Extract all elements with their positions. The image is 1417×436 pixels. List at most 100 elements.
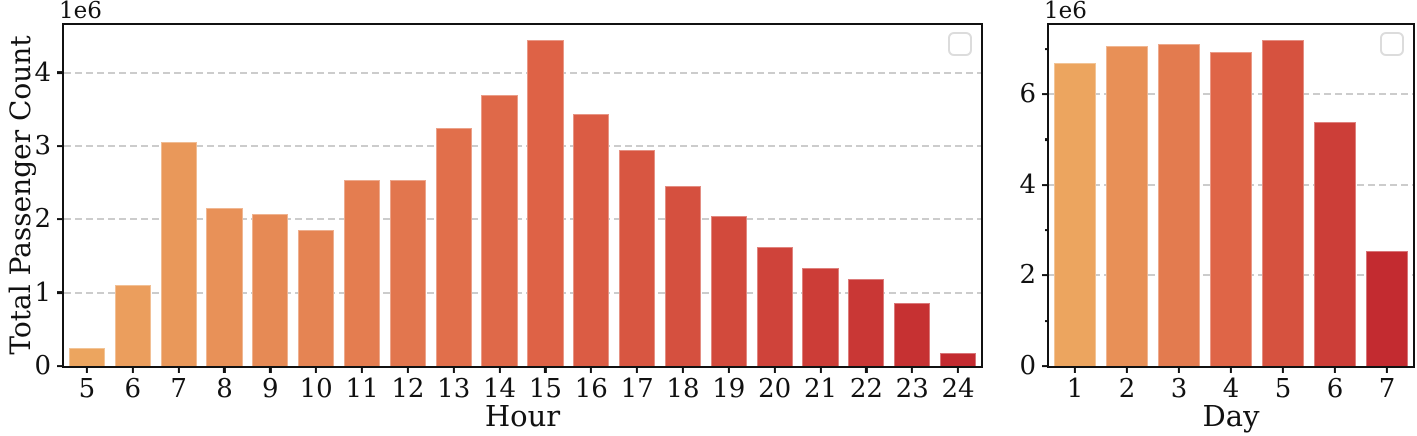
x-tick-label: 22 — [849, 374, 883, 404]
bar-hour-19 — [710, 216, 747, 366]
x-tick-label: 21 — [803, 374, 838, 404]
y-tick-label: 2 — [34, 204, 51, 235]
bar-hour-12 — [389, 180, 426, 366]
bar-hour-16 — [573, 113, 610, 366]
x-tick-label: 20 — [758, 374, 792, 404]
bar-day-4 — [1210, 52, 1252, 366]
x-tick-label: 3 — [1170, 374, 1188, 404]
y-tick — [57, 71, 64, 74]
bar-hour-23 — [894, 302, 931, 366]
y-tick-label: 2 — [1019, 260, 1036, 291]
x-tick — [406, 366, 409, 373]
x-tick — [452, 366, 455, 373]
y-tick — [57, 144, 64, 148]
x-tick-label: 23 — [895, 374, 929, 404]
y-minor-tick — [1045, 138, 1049, 141]
bar-hour-9 — [252, 214, 289, 366]
bar-day-6 — [1314, 122, 1356, 366]
gridline — [64, 218, 981, 221]
x-tick-label: 5 — [1274, 374, 1292, 404]
x-tick — [956, 366, 960, 373]
x-tick — [223, 366, 226, 373]
y-tick — [57, 364, 64, 368]
bar-hour-8 — [206, 207, 243, 366]
legend-box — [948, 32, 972, 56]
bar-hour-20 — [756, 247, 793, 366]
x-tick — [590, 366, 593, 373]
x-tick — [360, 366, 364, 373]
x-tick — [315, 366, 318, 373]
x-tick-label: 10 — [299, 374, 333, 404]
bar-hour-14 — [481, 94, 518, 366]
x-tick-label: 16 — [574, 374, 608, 404]
y-axis-label: Total Passenger Count — [4, 35, 37, 355]
x-axis-label: Day — [1202, 399, 1260, 433]
x-tick-label: 7 — [1378, 374, 1396, 404]
bar-hour-7 — [160, 142, 197, 366]
x-tick-label: 11 — [345, 374, 379, 404]
y-tick — [1042, 183, 1049, 186]
x-axis-label: Hour — [484, 399, 561, 433]
y-tick — [57, 218, 64, 221]
y-tick-label: 1 — [34, 277, 51, 308]
plot-area — [64, 25, 981, 366]
y-scale-offset-label: 1e6 — [59, 0, 102, 24]
bar-day-3 — [1158, 44, 1200, 366]
x-tick-label: 6 — [1326, 374, 1344, 404]
y-tick — [1042, 364, 1049, 368]
x-tick — [131, 366, 134, 373]
bar-hour-5 — [68, 347, 106, 366]
x-tick-label: 18 — [666, 374, 700, 404]
bar-hour-17 — [619, 150, 656, 366]
x-tick-label: 15 — [528, 374, 562, 404]
axes-day-chart: 1e6 Day 0 2 4 6 1 2 3 4 5 6 7 — [1019, 0, 1415, 431]
bar-hour-15 — [527, 39, 564, 366]
y-tick-label: 0 — [34, 351, 51, 381]
bar-hour-18 — [664, 185, 702, 366]
bar-hour-11 — [343, 179, 381, 366]
y-tick — [1042, 274, 1049, 277]
y-tick-label: 0 — [1019, 351, 1036, 381]
x-tick — [1229, 366, 1233, 373]
x-tick — [1177, 366, 1181, 373]
x-tick — [865, 366, 868, 373]
x-tick — [1385, 366, 1389, 373]
x-tick — [727, 366, 730, 373]
x-tick-label: 5 — [78, 374, 96, 404]
bar-day-7 — [1366, 250, 1408, 366]
x-tick — [773, 366, 776, 373]
y-minor-tick — [1045, 229, 1049, 232]
x-tick — [681, 366, 685, 373]
x-tick-label: 7 — [170, 374, 187, 404]
bar-day-5 — [1262, 39, 1304, 366]
x-tick-label: 19 — [712, 374, 746, 404]
x-tick-label: 2 — [1118, 374, 1136, 404]
bar-hour-10 — [298, 229, 335, 366]
legend-box — [1380, 32, 1404, 56]
gridline — [64, 145, 981, 147]
plot-area — [1049, 25, 1413, 366]
x-tick — [544, 366, 547, 373]
gridline — [64, 71, 981, 74]
y-minor-tick — [1045, 47, 1049, 51]
x-tick-label: 8 — [216, 374, 233, 404]
x-tick — [1073, 366, 1077, 373]
gridline — [64, 291, 981, 294]
x-tick-label: 9 — [262, 374, 279, 404]
x-tick-label: 1 — [1066, 374, 1084, 404]
y-tick-label: 4 — [1019, 169, 1036, 200]
x-tick-label: 13 — [437, 374, 471, 404]
x-tick-label: 12 — [391, 374, 425, 404]
y-tick — [57, 291, 64, 294]
bar-hour-22 — [848, 278, 885, 366]
x-tick — [819, 366, 822, 373]
y-tick-label: 4 — [34, 57, 51, 88]
y-tick-label: 3 — [34, 131, 51, 161]
x-tick-label: 4 — [1222, 374, 1240, 404]
axes-hour-chart: 1e6 Hour 0 1 2 3 4 5 6 7 8 9 10 11 12 13 14 15 16 17 18 19 2… — [34, 0, 983, 431]
bar-hour-21 — [802, 267, 839, 366]
x-tick-label: 17 — [620, 374, 654, 404]
x-tick — [1333, 366, 1337, 373]
x-tick-label: 14 — [483, 374, 517, 404]
